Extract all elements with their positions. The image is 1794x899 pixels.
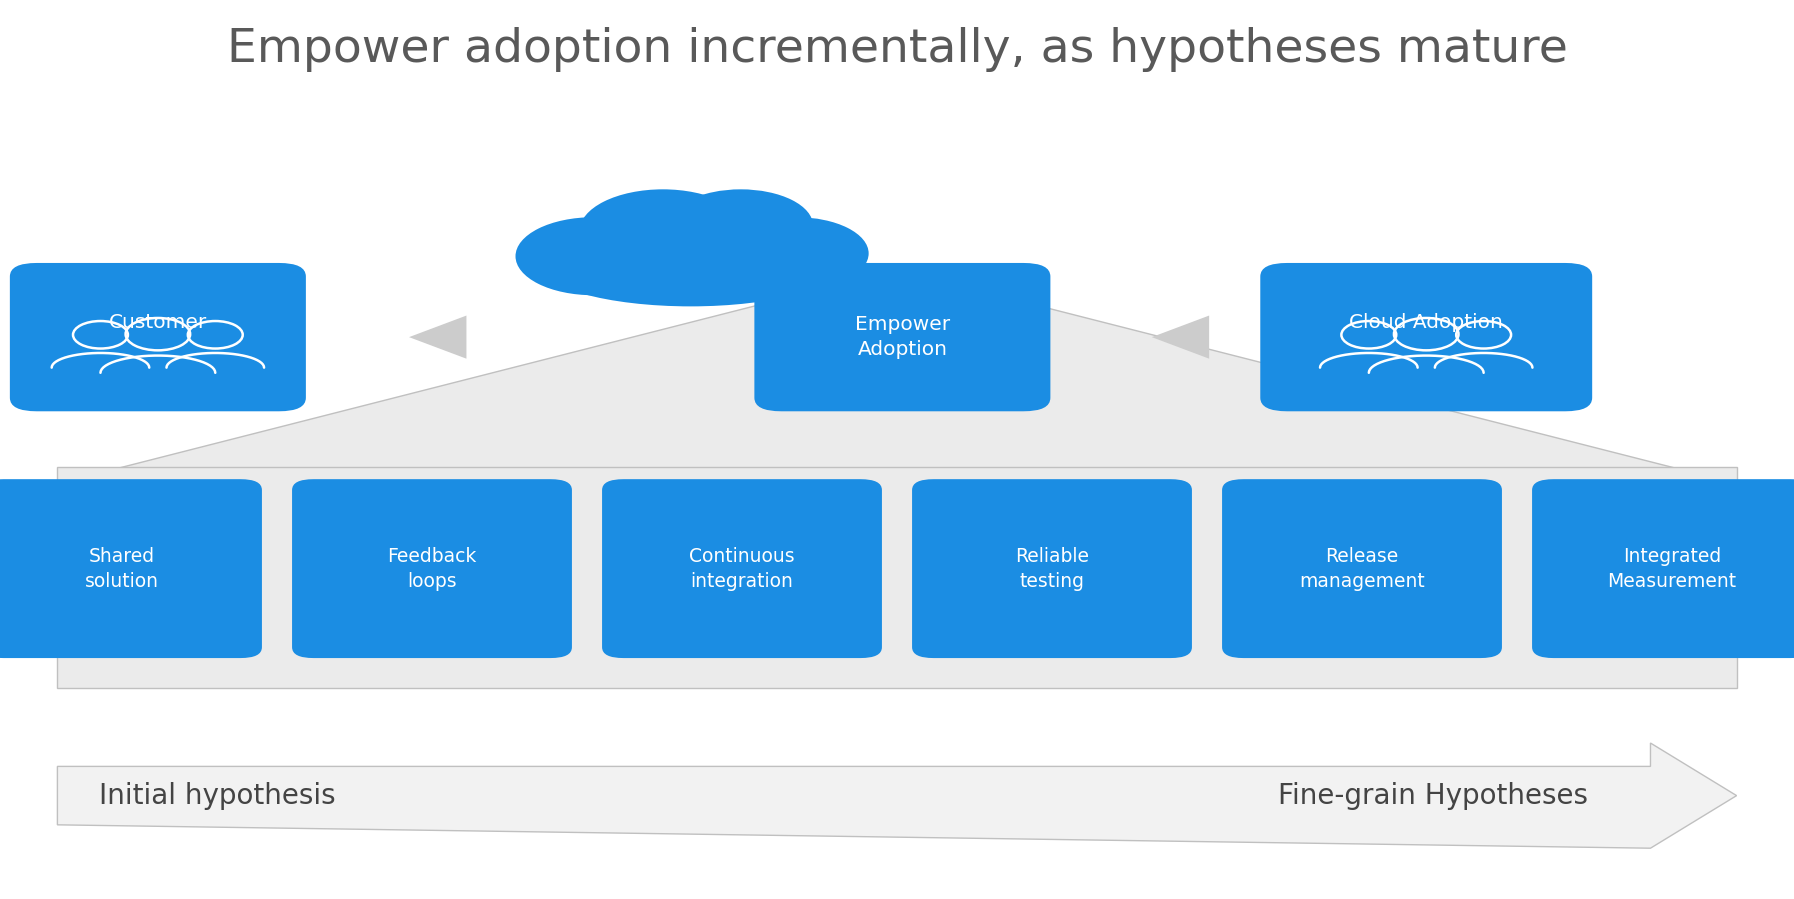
FancyBboxPatch shape [753,263,1051,412]
FancyBboxPatch shape [1222,479,1502,658]
FancyBboxPatch shape [0,479,262,658]
Text: Cloud Adoption: Cloud Adoption [1349,313,1503,332]
Text: Integrated
Measurement: Integrated Measurement [1607,547,1737,591]
Circle shape [669,190,813,262]
Text: Initial hypothesis: Initial hypothesis [99,781,335,810]
Text: Empower adoption incrementally, as hypotheses mature: Empower adoption incrementally, as hypot… [226,27,1568,72]
Text: Continuous
integration: Continuous integration [689,547,795,591]
FancyBboxPatch shape [911,479,1191,658]
Text: Feedback
loops: Feedback loops [388,547,477,591]
FancyBboxPatch shape [57,467,1737,688]
Text: Empower
Adoption: Empower Adoption [854,316,951,359]
Text: Reliable
testing: Reliable testing [1015,547,1089,591]
Text: Fine-grain Hypotheses: Fine-grain Hypotheses [1277,781,1588,810]
Text: Release
management: Release management [1299,547,1424,591]
FancyBboxPatch shape [1259,263,1593,412]
FancyBboxPatch shape [292,479,572,658]
Text: Shared
solution: Shared solution [84,547,160,591]
Polygon shape [409,316,466,359]
Polygon shape [1152,316,1209,359]
Circle shape [579,190,746,273]
Polygon shape [57,743,1737,849]
FancyBboxPatch shape [9,263,305,412]
Text: Customer: Customer [109,313,206,332]
Polygon shape [68,270,1726,481]
Circle shape [515,218,671,295]
Circle shape [725,218,868,289]
FancyBboxPatch shape [1532,479,1794,658]
FancyBboxPatch shape [603,479,883,658]
Ellipse shape [538,220,843,307]
